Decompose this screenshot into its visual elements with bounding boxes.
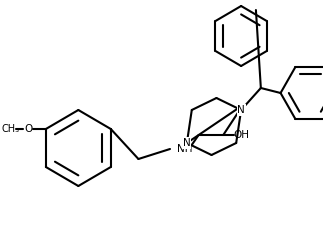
Text: N: N bbox=[237, 105, 245, 115]
Text: OH: OH bbox=[233, 130, 249, 140]
Text: NH: NH bbox=[177, 144, 193, 154]
Text: N: N bbox=[183, 138, 191, 148]
Text: CH₃: CH₃ bbox=[1, 124, 19, 134]
Text: O: O bbox=[24, 124, 32, 134]
